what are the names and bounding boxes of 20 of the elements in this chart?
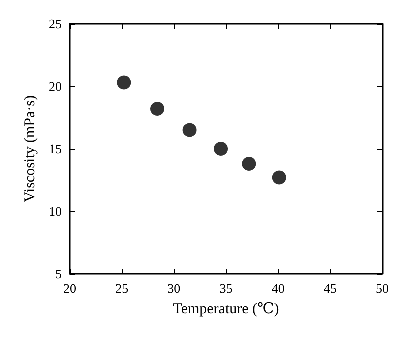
y-axis-title: Viscosity (mPa·s) bbox=[22, 95, 38, 203]
x-tick-label: 35 bbox=[220, 281, 233, 296]
x-tick-label: 40 bbox=[272, 281, 285, 296]
point bbox=[117, 76, 132, 90]
point bbox=[242, 157, 256, 171]
y-tick-label: 5 bbox=[56, 266, 62, 282]
point bbox=[150, 102, 164, 116]
x-tick-label: 50 bbox=[376, 281, 389, 296]
x-axis-title: Temperature (℃) bbox=[173, 302, 280, 318]
point bbox=[182, 123, 197, 138]
y-tick-label: 25 bbox=[49, 16, 62, 32]
x-tick-label: 45 bbox=[324, 281, 337, 296]
x-tick-label: 30 bbox=[168, 281, 181, 296]
x-tick-label: 20 bbox=[64, 281, 76, 296]
y-tick-label: 10 bbox=[49, 204, 62, 219]
point bbox=[214, 142, 228, 156]
point bbox=[272, 170, 286, 185]
y-tick-label: 20 bbox=[49, 79, 62, 94]
y-tick-label: 15 bbox=[49, 142, 62, 156]
x-tick-label: 25 bbox=[116, 281, 129, 296]
